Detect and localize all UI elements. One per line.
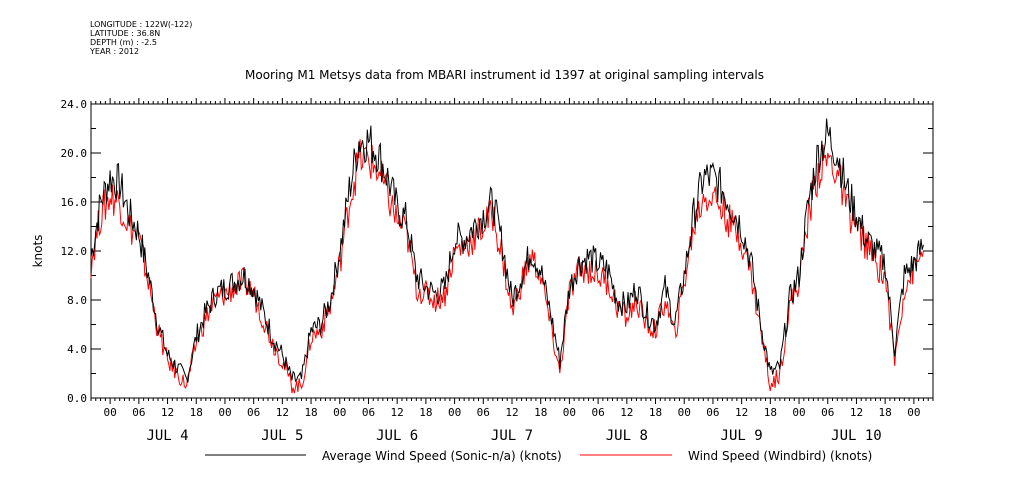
x-tick-label: 18	[879, 406, 892, 419]
y-tick-label: 24.0	[61, 98, 88, 111]
x-tick-label: 12	[620, 406, 633, 419]
legend-label-windbird: Wind Speed (Windbird) (knots)	[688, 449, 872, 463]
x-tick-label: 00	[333, 406, 346, 419]
x-tick-label: 18	[304, 406, 317, 419]
x-tick-label: 06	[591, 406, 604, 419]
x-tick-label: 06	[247, 406, 260, 419]
y-tick-label: 16.0	[61, 196, 88, 209]
x-tick-label: 18	[534, 406, 547, 419]
x-tick-label: 12	[850, 406, 863, 419]
x-tick-label: 06	[362, 406, 375, 419]
x-tick-label: 06	[706, 406, 719, 419]
day-label: JUL 8	[606, 428, 648, 444]
x-tick-label: 00	[104, 406, 117, 419]
x-tick-label: 00	[678, 406, 691, 419]
y-axis-label: knots	[31, 235, 45, 268]
x-tick-label: 06	[821, 406, 834, 419]
y-tick-label: 4.0	[67, 343, 87, 356]
x-tick-label: 00	[448, 406, 461, 419]
y-tick-label: 20.0	[61, 147, 88, 160]
x-tick-label: 12	[505, 406, 518, 419]
chart-title: Mooring M1 Metsys data from MBARI instru…	[245, 68, 764, 82]
day-label: JUL 7	[491, 428, 533, 444]
day-label: JUL 5	[261, 428, 303, 444]
metadata-longitude: LONGITUDE : 122W(-122)	[90, 20, 193, 29]
metadata-latitude: LATITUDE : 36.8N	[90, 29, 161, 38]
day-label: JUL 10	[831, 428, 882, 444]
metadata-block: LONGITUDE : 122W(-122) LATITUDE : 36.8N …	[90, 20, 192, 56]
x-tick-label: 18	[764, 406, 777, 419]
x-tick-label: 00	[218, 406, 231, 419]
day-label: JUL 6	[376, 428, 418, 444]
x-tick-label: 12	[276, 406, 289, 419]
x-tick-label: 12	[391, 406, 404, 419]
x-tick-label: 00	[792, 406, 805, 419]
series-line-average-wind-speed	[90, 118, 924, 383]
metadata-depth: DEPTH (m) : -2.5	[90, 38, 157, 47]
x-tick-label: 00	[907, 406, 920, 419]
x-tick-label: 06	[132, 406, 145, 419]
x-tick-label: 06	[477, 406, 490, 419]
x-tick-label: 18	[649, 406, 662, 419]
day-label: JUL 4	[146, 428, 188, 444]
x-tick-label: 12	[735, 406, 748, 419]
y-tick-label: 0.0	[67, 392, 87, 405]
x-tick-label: 12	[161, 406, 174, 419]
plot-frame	[90, 103, 934, 399]
x-tick-label: 18	[419, 406, 432, 419]
y-tick-label: 8.0	[67, 294, 87, 307]
metadata-year: YEAR : 2012	[90, 47, 140, 56]
day-label: JUL 9	[721, 428, 763, 444]
x-tick-label: 00	[563, 406, 576, 419]
series-line-windbird-wind-speed	[90, 139, 924, 394]
y-tick-label: 12.0	[61, 245, 88, 258]
x-tick-label: 18	[190, 406, 203, 419]
legend-label-average: Average Wind Speed (Sonic-n/a) (knots)	[322, 449, 562, 463]
